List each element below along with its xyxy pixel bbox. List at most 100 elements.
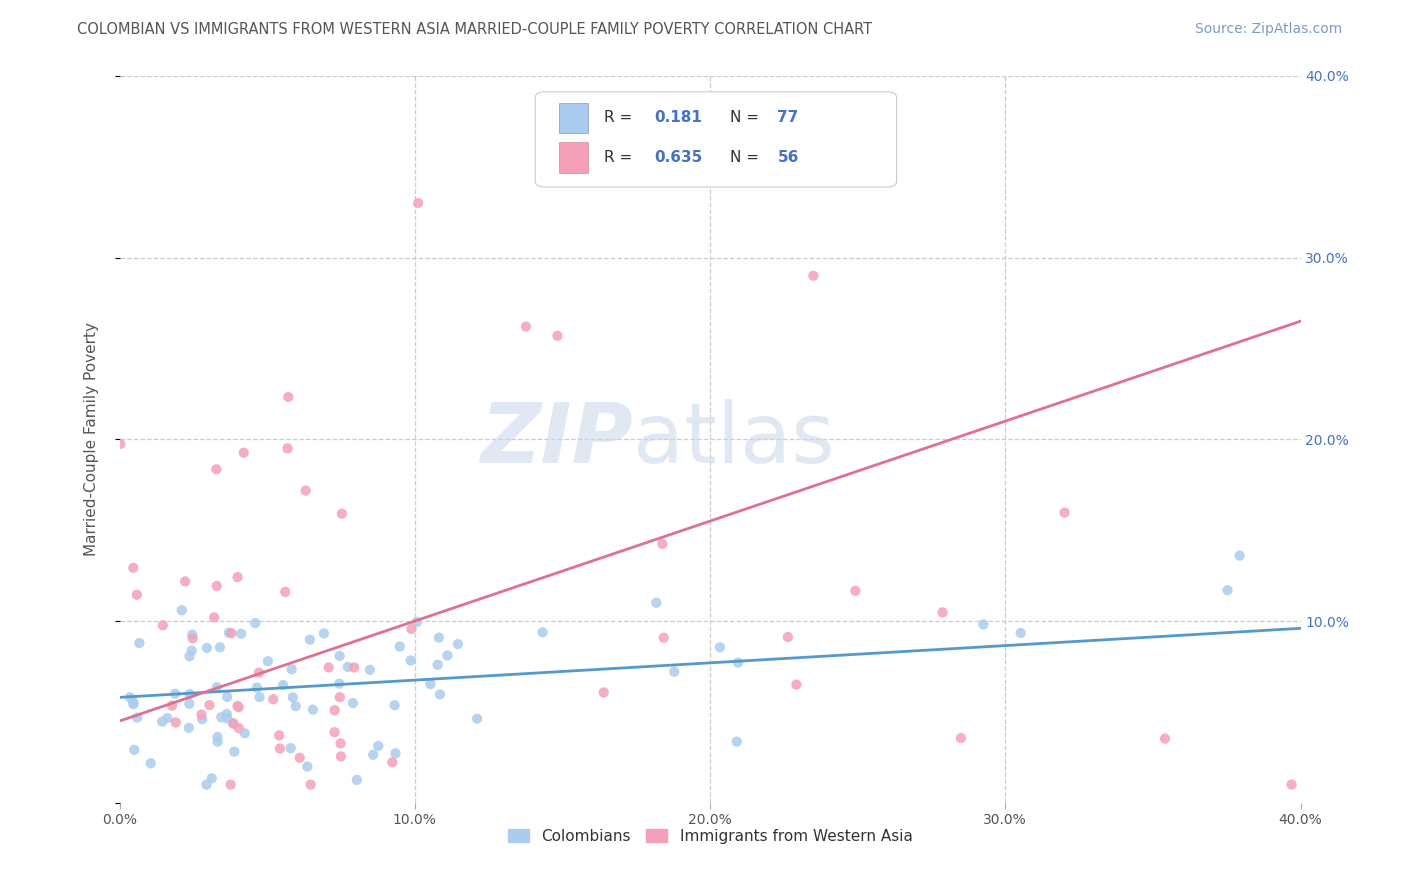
Point [195, 778, 218, 792]
Point [277, 442, 299, 456]
Point [179, 649, 201, 664]
Point [122, 561, 145, 575]
Point [217, 690, 239, 704]
Point [139, 756, 162, 771]
Point [1281, 778, 1303, 792]
Point [427, 631, 450, 645]
Point [515, 319, 537, 334]
Point [361, 747, 384, 762]
Point [160, 698, 183, 713]
Point [401, 622, 423, 636]
Point [381, 756, 404, 770]
Point [247, 665, 270, 680]
Point [205, 579, 228, 593]
Point [406, 196, 429, 211]
Point [299, 778, 322, 792]
FancyBboxPatch shape [536, 92, 897, 187]
Point [294, 483, 316, 498]
Point [323, 703, 346, 717]
Point [222, 716, 245, 731]
Point [645, 596, 668, 610]
Point [336, 660, 359, 674]
Point [209, 710, 232, 724]
Point [1010, 626, 1032, 640]
Text: R =: R = [603, 150, 637, 165]
Point [122, 696, 145, 710]
Point [165, 715, 187, 730]
Text: 77: 77 [778, 111, 799, 126]
Point [208, 640, 231, 655]
Point [232, 446, 254, 460]
Point [221, 626, 243, 640]
Point [280, 662, 302, 676]
Point [318, 660, 340, 674]
Point [651, 537, 673, 551]
Point [329, 736, 352, 750]
Point [709, 640, 731, 655]
Point [652, 631, 675, 645]
Text: R =: R = [603, 111, 637, 126]
Point [222, 716, 245, 731]
Point [342, 696, 364, 710]
Point [262, 692, 284, 706]
Point [202, 610, 225, 624]
Text: 0.635: 0.635 [655, 150, 703, 165]
Point [284, 699, 307, 714]
Point [156, 711, 179, 725]
Point [274, 585, 297, 599]
Point [725, 734, 748, 748]
Point [195, 640, 218, 655]
Point [330, 507, 353, 521]
Point [124, 743, 146, 757]
Point [1229, 549, 1251, 563]
Point [343, 660, 366, 674]
Point [201, 772, 224, 786]
Point [1216, 583, 1239, 598]
Point [228, 700, 250, 714]
Point [297, 759, 319, 773]
Point [436, 648, 458, 663]
Point [329, 749, 352, 764]
Point [592, 685, 614, 699]
Point [229, 626, 252, 640]
Point [249, 690, 271, 704]
Point [844, 583, 866, 598]
Point [288, 751, 311, 765]
Point [226, 570, 249, 584]
Point [215, 706, 238, 721]
Point [328, 676, 350, 690]
Point [181, 627, 204, 641]
Point [727, 656, 749, 670]
Point [150, 714, 173, 729]
Point [191, 712, 214, 726]
Point [219, 778, 242, 792]
Point [118, 690, 141, 705]
Point [546, 328, 568, 343]
Point [801, 268, 824, 283]
Point [207, 734, 229, 748]
Point [329, 648, 352, 663]
Point [269, 741, 291, 756]
Point [128, 636, 150, 650]
Point [785, 677, 807, 691]
Text: atlas: atlas [633, 399, 835, 480]
Point [329, 690, 352, 705]
Point [931, 606, 953, 620]
Text: ZIP: ZIP [481, 399, 633, 480]
Legend: Colombians, Immigrants from Western Asia: Colombians, Immigrants from Western Asia [502, 822, 918, 850]
Point [181, 632, 204, 646]
Point [245, 616, 267, 631]
Point [1053, 506, 1076, 520]
Point [205, 462, 228, 476]
Point [664, 665, 686, 679]
Point [224, 745, 246, 759]
Point [359, 663, 381, 677]
Point [302, 703, 325, 717]
FancyBboxPatch shape [558, 142, 588, 172]
Point [281, 690, 304, 705]
Point [217, 711, 239, 725]
Point [257, 654, 280, 668]
Point [125, 588, 148, 602]
Point [367, 739, 389, 753]
FancyBboxPatch shape [558, 103, 588, 133]
